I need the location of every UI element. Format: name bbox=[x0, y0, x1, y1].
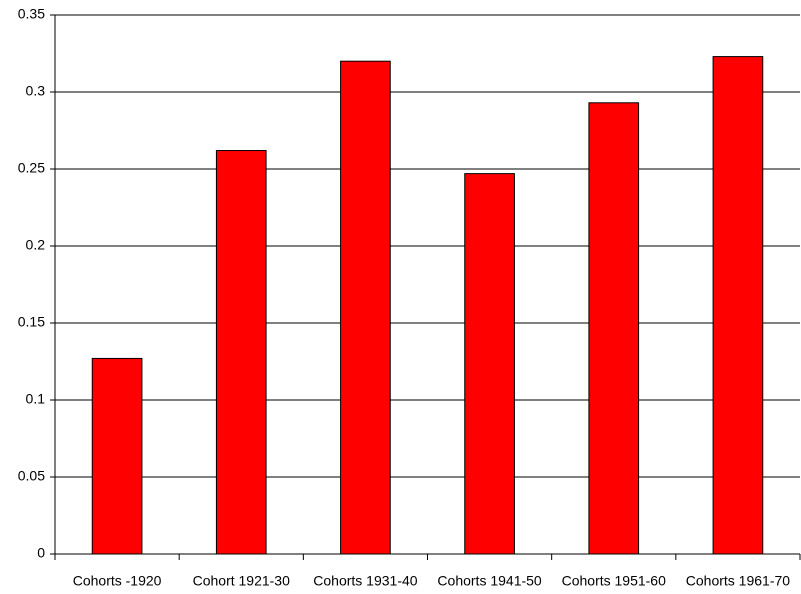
y-tick-label: 0.15 bbox=[18, 314, 45, 330]
x-tick-label: Cohorts 1961-70 bbox=[686, 573, 791, 589]
bar bbox=[340, 60, 391, 555]
bar bbox=[712, 56, 764, 555]
bar bbox=[215, 150, 267, 555]
y-tick-label: 0.2 bbox=[26, 237, 46, 253]
y-tick-label: 0 bbox=[37, 545, 45, 561]
x-tick-label: Cohort 1921-30 bbox=[193, 573, 291, 589]
bar bbox=[91, 357, 143, 555]
bar bbox=[464, 173, 515, 555]
x-tick-label: Cohorts 1951-60 bbox=[562, 573, 667, 589]
x-tick-label: Cohorts 1941-50 bbox=[437, 573, 542, 589]
x-tick-label: Cohorts 1931-40 bbox=[313, 573, 418, 589]
y-tick-label: 0.1 bbox=[26, 391, 46, 407]
bar bbox=[588, 102, 640, 555]
y-tick-label: 0.35 bbox=[18, 6, 45, 22]
y-tick-label: 0.25 bbox=[18, 160, 45, 176]
y-tick-label: 0.3 bbox=[26, 83, 46, 99]
y-tick-label: 0.05 bbox=[18, 468, 45, 484]
x-tick-label: Cohorts -1920 bbox=[73, 573, 162, 589]
